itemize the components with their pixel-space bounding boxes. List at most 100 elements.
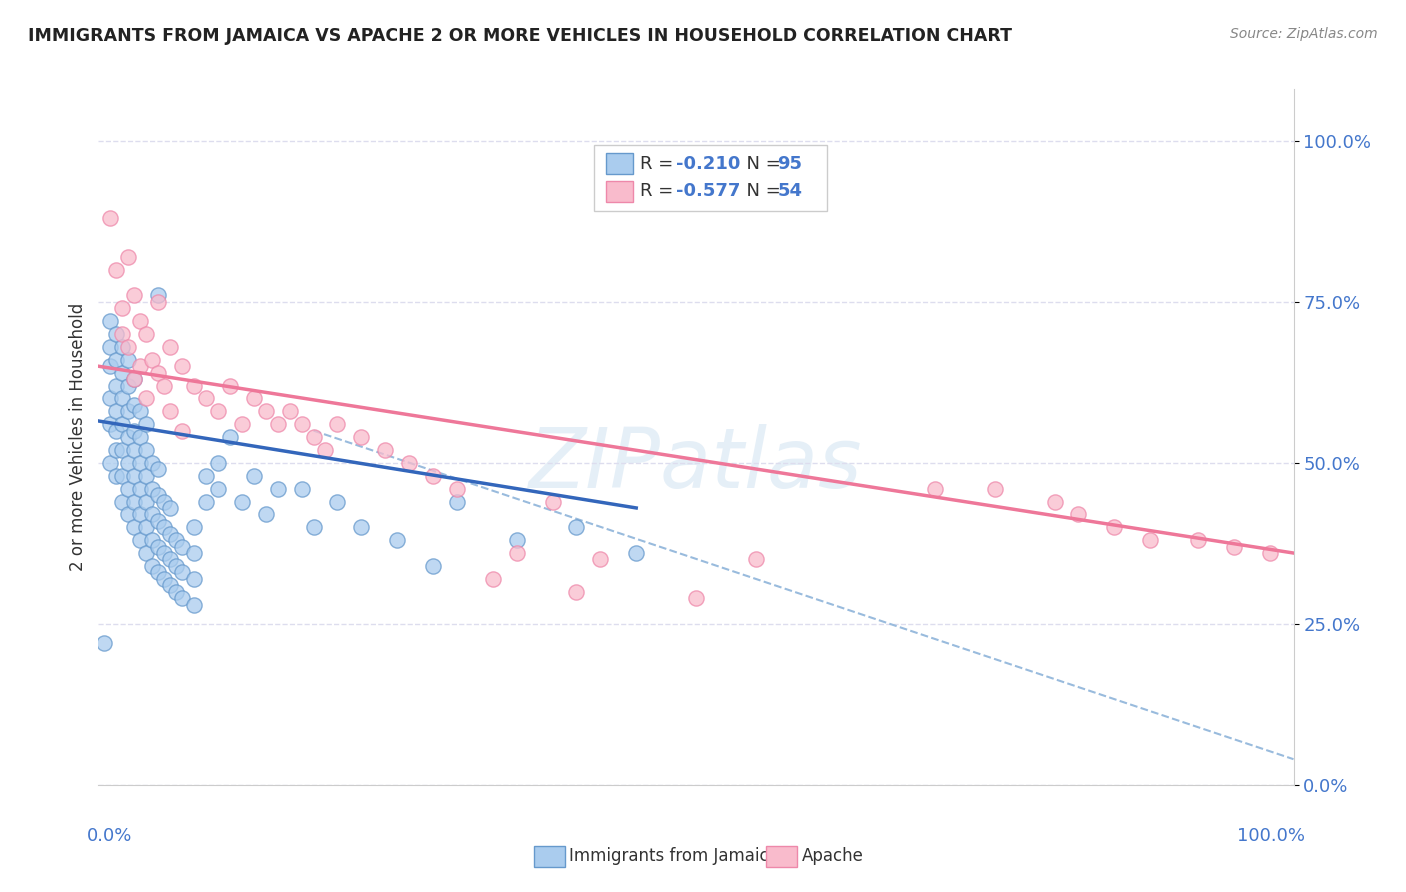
Point [148,488,170,502]
Point [374,442,396,457]
Point [111,340,134,354]
Point [172,591,194,606]
Point [148,514,170,528]
Point [984,482,1007,496]
Point [124,494,146,508]
Point [105,404,128,418]
Point [111,366,134,380]
Point [117,404,139,418]
Text: -0.577: -0.577 [676,183,740,201]
Point [1139,533,1161,548]
Point [267,417,290,432]
Point [195,468,218,483]
Point [172,424,194,438]
Point [135,442,157,457]
Text: -0.210: -0.210 [676,154,740,173]
Point [165,558,187,573]
Point [129,359,152,374]
Point [124,288,146,302]
Point [98,314,122,328]
Point [207,482,229,496]
Point [254,508,277,522]
Point [302,430,325,444]
Point [129,533,152,548]
Point [159,526,181,541]
Point [481,572,505,586]
Point [135,546,157,560]
Point [153,378,176,392]
Point [350,520,373,534]
Point [111,326,134,341]
Point [231,417,253,432]
Point [165,533,187,548]
Point [243,392,266,406]
Point [129,404,152,418]
Point [302,520,325,534]
Point [589,552,612,566]
Point [278,404,301,418]
Point [148,294,170,309]
Point [207,456,229,470]
Point [117,456,139,470]
Point [117,340,139,354]
Point [506,546,529,560]
Point [124,372,146,386]
Point [98,340,122,354]
Point [129,456,152,470]
Point [350,430,373,444]
Point [111,392,134,406]
Text: ZIPatlas: ZIPatlas [529,425,863,506]
Point [135,494,157,508]
Point [153,520,176,534]
Point [315,442,337,457]
Text: N =: N = [735,183,787,201]
Point [105,326,128,341]
Point [565,584,588,599]
Point [183,598,205,612]
FancyBboxPatch shape [606,181,633,202]
Point [231,494,253,508]
Point [422,468,444,483]
Point [141,508,163,522]
Point [111,494,134,508]
Point [165,584,187,599]
Point [124,398,146,412]
Text: R =: R = [640,183,679,201]
Point [1258,546,1281,560]
Point [565,520,588,534]
Point [446,482,468,496]
Point [159,578,181,592]
Point [141,558,163,573]
Point [105,424,128,438]
Point [153,546,176,560]
Y-axis label: 2 or more Vehicles in Household: 2 or more Vehicles in Household [69,303,87,571]
Point [685,591,707,606]
Point [385,533,409,548]
Point [98,456,122,470]
Point [1067,508,1090,522]
Point [148,462,170,476]
Point [124,372,146,386]
Point [117,378,139,392]
Point [183,572,205,586]
Point [98,359,122,374]
Point [135,468,157,483]
Point [105,262,128,277]
Point [117,250,139,264]
Point [135,417,157,432]
Point [183,546,205,560]
Point [111,417,134,432]
Point [105,468,128,483]
Point [111,301,134,316]
Point [153,572,176,586]
Point [254,404,277,418]
Point [506,533,529,548]
Point [1187,533,1209,548]
Point [291,417,314,432]
Point [129,508,152,522]
Text: N =: N = [735,154,787,173]
Point [98,392,122,406]
Text: R =: R = [640,154,679,173]
FancyBboxPatch shape [606,153,633,174]
Point [148,540,170,554]
